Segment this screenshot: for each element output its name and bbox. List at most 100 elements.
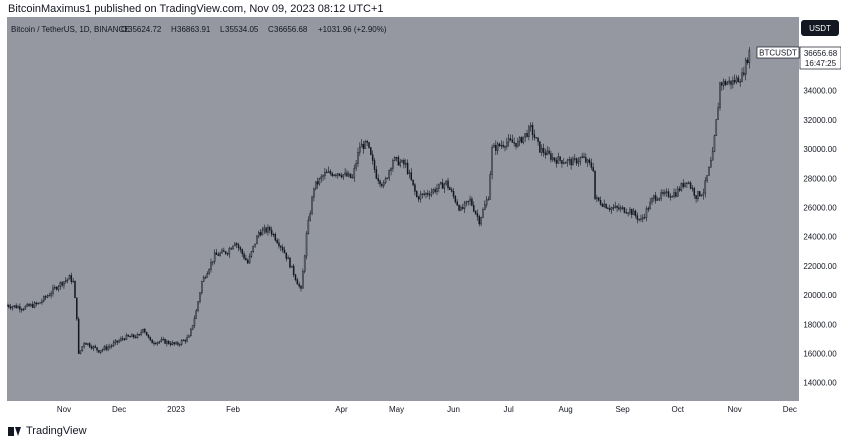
candle-body [478, 216, 481, 225]
candle-body [219, 252, 221, 256]
candle-body [647, 208, 650, 210]
candle-body [215, 252, 218, 255]
candle-body [291, 265, 293, 268]
candle-body [517, 140, 519, 147]
candle-body [122, 338, 124, 340]
open-value: 35624.72 [128, 25, 162, 34]
ticker-label-box [756, 46, 800, 59]
time-tick-label: Oct [671, 405, 684, 414]
candle-body [597, 197, 600, 201]
candle-body [673, 192, 675, 197]
candle-body [166, 340, 168, 344]
candle-body [120, 338, 122, 341]
candle-body [68, 275, 71, 280]
candle-body [748, 50, 751, 63]
candle-body [305, 233, 308, 257]
candle-body [257, 232, 260, 237]
price-tick-label: 34000.00 [803, 87, 837, 96]
candle-body [469, 198, 471, 202]
candle-body [643, 217, 646, 219]
candle-body [243, 253, 245, 259]
close-label: C [268, 25, 274, 34]
candle-body [381, 183, 383, 187]
candle-body [561, 160, 563, 164]
candle-body [92, 346, 95, 349]
candle-body [443, 183, 446, 189]
candle-body [638, 218, 640, 221]
candle-body [460, 207, 462, 211]
candle-body [340, 175, 343, 178]
candle-body [480, 217, 482, 225]
candle-body [212, 261, 214, 263]
candle-body [744, 59, 747, 75]
candle-body [149, 336, 152, 341]
candle-body [37, 302, 39, 305]
candle-body [684, 182, 686, 187]
candle-body [42, 296, 45, 302]
candle-body [234, 243, 236, 247]
candle-body [568, 159, 571, 161]
candle-body [155, 343, 157, 345]
candle-body [669, 196, 672, 198]
candle-body [472, 205, 475, 212]
candle-body [671, 196, 673, 198]
candlestick-chart[interactable]: 14000.00 16000.00 18000.00 20000.00 22000.00… [7, 17, 841, 418]
candle-body [224, 251, 227, 254]
candle-body [566, 159, 569, 163]
candle-body [735, 77, 738, 83]
candle-body [276, 239, 278, 244]
candle-body [586, 159, 589, 163]
candle-body [17, 306, 19, 309]
bar-countdown: 16:47:25 [805, 59, 837, 68]
candle-body [441, 182, 444, 189]
candle-body [474, 210, 477, 214]
candle-body [371, 154, 374, 161]
candle-body [693, 188, 696, 196]
candle-body [741, 72, 743, 82]
candle-body [270, 229, 273, 235]
price-axis[interactable] [799, 17, 841, 418]
candle-body [206, 273, 209, 278]
candle-body [61, 282, 63, 286]
candle-body [546, 150, 549, 156]
candle-body [327, 171, 330, 173]
candle-body [63, 281, 65, 286]
candle-body [649, 201, 651, 210]
candle-body [700, 194, 703, 197]
candle-body [230, 248, 232, 250]
candle-body [54, 286, 56, 289]
time-tick-label: 2023 [167, 405, 185, 414]
candle-body [445, 180, 447, 185]
candle-body [320, 176, 322, 179]
candle-body [256, 235, 258, 245]
currency-button[interactable] [801, 20, 839, 36]
candle-body [408, 172, 411, 174]
plot-background[interactable] [7, 17, 799, 401]
candle-body [20, 308, 23, 311]
candle-body [349, 173, 352, 178]
candle-body [156, 341, 159, 344]
chart-area[interactable]: 14000.00 16000.00 18000.00 20000.00 22000.00… [7, 17, 841, 418]
candle-body [228, 248, 231, 255]
candle-body [540, 148, 543, 153]
candles-group [7, 47, 751, 355]
candle-body [335, 174, 337, 176]
candle-body [533, 134, 536, 138]
candle-body [142, 328, 144, 333]
candle-body [704, 180, 707, 194]
candle-body [746, 59, 749, 63]
candle-body [368, 142, 370, 148]
candle-body [280, 245, 282, 248]
candle-body [147, 335, 150, 338]
time-axis[interactable] [7, 401, 799, 418]
candle-body [22, 308, 25, 311]
candle-body [417, 196, 420, 200]
candle-body [221, 250, 223, 254]
candle-body [487, 198, 490, 201]
candle-body [337, 173, 339, 176]
candle-body [57, 286, 60, 290]
candle-body [491, 147, 493, 175]
candle-body [101, 349, 104, 351]
candle-body [737, 77, 740, 83]
price-tick-label: 30000.00 [803, 145, 837, 154]
